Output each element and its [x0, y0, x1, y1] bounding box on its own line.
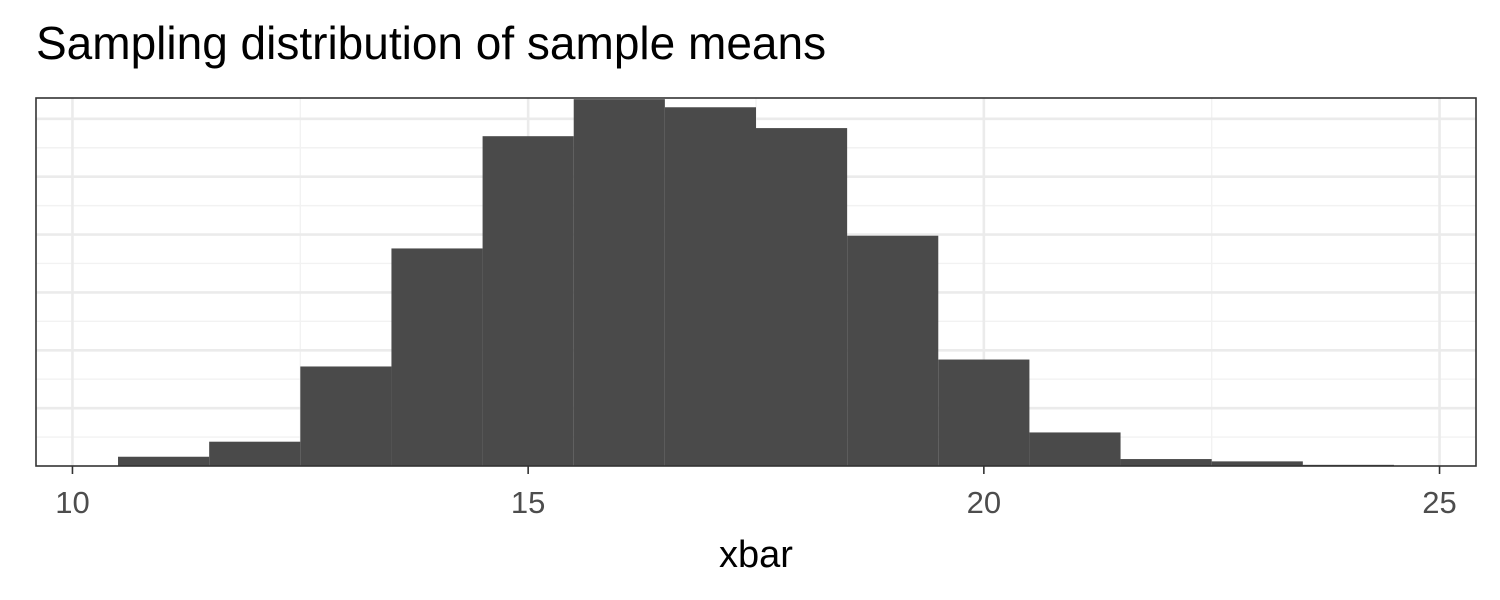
histogram-bar — [1211, 461, 1303, 466]
histogram-bar — [391, 248, 483, 466]
histogram-bar — [847, 235, 939, 466]
histogram-bar — [756, 128, 848, 466]
histogram-bar — [938, 359, 1030, 466]
panel-border — [35, 97, 1477, 467]
histogram-bar — [573, 99, 665, 467]
histogram-bar — [482, 136, 574, 467]
histogram-bar — [664, 107, 756, 466]
histogram-bar — [300, 366, 392, 466]
histogram-bar — [209, 441, 301, 466]
histogram-bar — [1120, 459, 1212, 466]
x-tick-label: 25 — [1422, 485, 1456, 520]
x-tick-label: 15 — [511, 485, 545, 520]
histogram-bar — [1029, 432, 1121, 466]
bars-layer — [118, 99, 1394, 467]
x-axis: 10 15 20 25 — [55, 466, 1457, 520]
x-tick-label: 20 — [967, 485, 1001, 520]
histogram-bar — [118, 456, 210, 466]
x-tick-label: 10 — [55, 485, 89, 520]
chart-title: Sampling distribution of sample means — [36, 17, 827, 69]
x-axis-title: xbar — [719, 534, 793, 576]
